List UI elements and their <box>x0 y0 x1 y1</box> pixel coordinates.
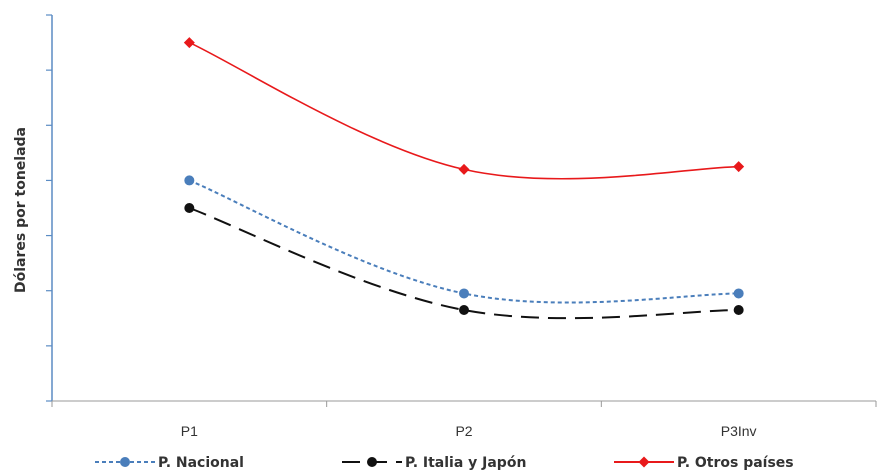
x-tick-label: P1 <box>181 423 198 439</box>
x-tick-label: P3Inv <box>721 423 757 439</box>
series-1 <box>184 175 744 304</box>
legend: P. Nacional P. Italia y Japón P. Otros paí… <box>95 455 794 471</box>
data-point <box>183 37 195 49</box>
data-point <box>733 288 744 299</box>
x-tick-label: P2 <box>455 423 472 439</box>
chart-series <box>183 37 745 320</box>
data-point <box>733 161 745 173</box>
legend-marker <box>120 457 130 467</box>
legend-item: P. Nacional <box>95 455 244 471</box>
series-3 <box>183 37 745 180</box>
y-axis-label: Dólares por tonelada <box>13 127 29 293</box>
series-line <box>188 207 739 320</box>
legend-marker <box>638 456 650 468</box>
data-point <box>459 305 469 316</box>
series-2 <box>184 203 744 320</box>
legend-label: P. Nacional <box>158 455 244 471</box>
data-point <box>458 163 470 175</box>
x-tick-labels: P1 P2 P3Inv <box>181 423 757 439</box>
data-point <box>184 203 195 213</box>
data-point <box>459 288 469 299</box>
series-line <box>188 41 739 180</box>
legend-item: P. Italia y Japón <box>342 455 526 471</box>
series-line <box>188 179 739 304</box>
legend-item: P. Otros países <box>614 455 794 471</box>
data-point <box>184 175 195 186</box>
legend-label: P. Italia y Japón <box>405 455 526 471</box>
legend-label: P. Otros países <box>677 455 794 471</box>
data-point <box>733 305 744 316</box>
chart-axes <box>46 14 877 407</box>
legend-marker <box>367 457 377 467</box>
